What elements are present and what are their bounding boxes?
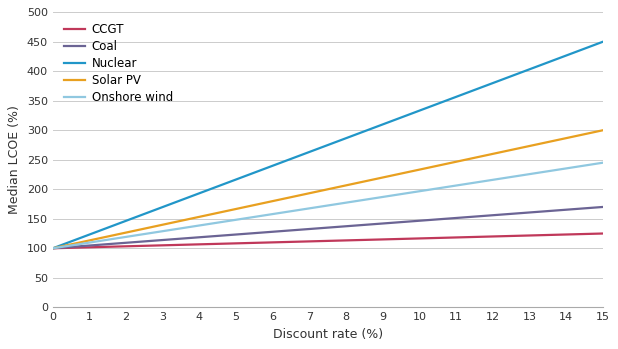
Onshore wind [151,230,159,235]
Nuclear [571,50,578,54]
Coal [599,205,606,209]
Solar PV [195,215,203,219]
Solar PV [571,134,578,138]
Solar PV [552,138,559,142]
Onshore wind [49,246,57,250]
CCGT [552,233,559,237]
X-axis label: Discount rate (%): Discount rate (%) [273,328,383,341]
Line: Nuclear: Nuclear [53,42,603,248]
CCGT [571,232,578,236]
CCGT [71,246,78,250]
Nuclear [82,234,90,238]
Nuclear [599,40,606,44]
CCGT [195,242,203,246]
Nuclear [71,238,78,242]
Solar PV [151,224,159,229]
Y-axis label: Median LCOE (%): Median LCOE (%) [8,105,22,214]
Nuclear [552,57,559,61]
Solar PV [82,239,90,243]
Solar PV [599,128,606,132]
Coal [71,245,78,249]
CCGT [599,231,606,236]
Line: Onshore wind: Onshore wind [53,163,603,248]
Line: Solar PV: Solar PV [53,130,603,248]
Onshore wind [599,161,606,165]
CCGT [151,244,159,248]
Legend: CCGT, Coal, Nuclear, Solar PV, Onshore wind: CCGT, Coal, Nuclear, Solar PV, Onshore w… [59,18,178,109]
Coal [49,246,57,250]
CCGT [82,245,90,250]
CCGT [49,246,57,250]
Coal [151,238,159,243]
Line: CCGT: CCGT [53,233,603,248]
Nuclear [49,246,57,250]
Onshore wind [571,165,578,169]
Onshore wind [82,241,90,245]
Line: Coal: Coal [53,207,603,248]
Coal [195,235,203,239]
Onshore wind [195,223,203,228]
Coal [82,244,90,248]
Coal [552,208,559,213]
Onshore wind [71,243,78,247]
Nuclear [151,208,159,212]
Solar PV [49,246,57,250]
Coal [571,207,578,211]
Solar PV [71,242,78,246]
Nuclear [195,191,203,195]
Onshore wind [552,168,559,172]
